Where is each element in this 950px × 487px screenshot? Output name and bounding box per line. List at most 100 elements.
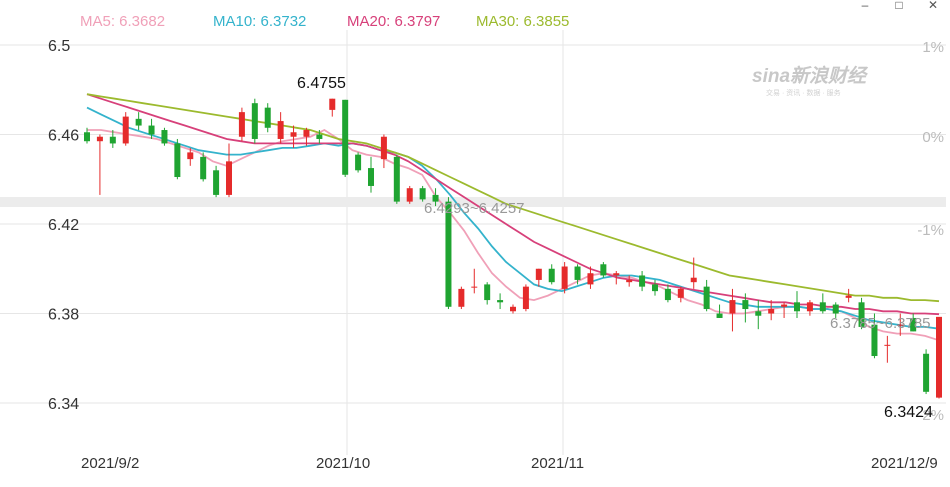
pct-tick-label: -1% (917, 222, 944, 239)
candle-body (368, 168, 374, 186)
candle (290, 125, 297, 148)
candle-body (690, 277, 697, 283)
candle-body (897, 324, 904, 326)
candle (510, 304, 516, 314)
candle (303, 127, 310, 146)
x-tick-label: 2021/12/9 (871, 455, 938, 472)
candle-body (910, 317, 917, 332)
candle-body (652, 284, 658, 292)
candle (329, 98, 336, 117)
candle-body (458, 288, 465, 307)
candle (716, 304, 723, 318)
candle (471, 268, 478, 294)
candle-body (213, 170, 220, 195)
candle (806, 300, 813, 316)
candle-body (600, 264, 607, 276)
candle (226, 143, 232, 198)
candle-body (135, 118, 142, 126)
candle-body (613, 273, 620, 276)
chart-annotation: 6.4293~6.4257 (424, 200, 525, 217)
y-tick-label: 6.42 (48, 217, 79, 234)
candle-body (406, 188, 413, 202)
candle-body (535, 268, 542, 280)
chart-annotation: 6.3785~6.3785 (830, 315, 931, 332)
candle-body (251, 103, 258, 139)
candle-body (884, 344, 891, 346)
candle (677, 286, 684, 303)
candle (135, 112, 142, 131)
candle-body (161, 130, 168, 144)
candle-body (419, 188, 426, 200)
maximize-icon[interactable]: □ (895, 0, 903, 12)
candle (690, 257, 697, 289)
close-icon[interactable]: ✕ (927, 0, 939, 12)
candle (664, 284, 671, 303)
candle (548, 264, 555, 285)
x-tick-label: 2021/9/2 (81, 455, 139, 472)
candle-body (858, 302, 865, 327)
candle-body (923, 353, 930, 392)
clipped-legend-strip (0, 470, 950, 487)
candle (368, 156, 374, 193)
candle-body (290, 132, 297, 137)
sina-logo: sina新浪财经 (752, 65, 869, 87)
candle-body (355, 154, 362, 171)
candle (458, 286, 465, 310)
chart-annotation: 6.4755 (297, 75, 346, 92)
candle (910, 313, 917, 332)
candle (832, 302, 839, 318)
ma-line-ma10 (86, 106, 940, 330)
candle (742, 293, 749, 323)
candle-body (174, 143, 181, 178)
candle (535, 268, 542, 287)
candle-body (729, 300, 736, 314)
candle-body (677, 288, 684, 298)
candle-body (393, 156, 400, 202)
candle-body (819, 302, 826, 312)
candle (574, 264, 581, 285)
y-axis: 6.5 6.46 6.42 6.38 6.34 (48, 38, 79, 413)
annotations: 6.4755 6.3424 6.4293~6.4257 6.3785~6.3785 (297, 75, 933, 421)
candle-body (742, 300, 749, 310)
candle (923, 349, 930, 395)
legend-ma30: MA30: 6.3855 (476, 13, 570, 30)
candle-body (768, 309, 775, 314)
candle (587, 266, 594, 289)
y-tick-label: 6.38 (48, 307, 79, 324)
candle-body (484, 284, 491, 301)
candle-body (845, 295, 852, 298)
candle-body (380, 136, 387, 160)
sina-tagline: 交易 · 资讯 · 数据 · 服务 (766, 88, 841, 97)
candle-body (936, 316, 942, 398)
candle-body (574, 266, 581, 280)
candle (626, 275, 633, 287)
candle (845, 288, 852, 303)
candle-body (122, 116, 129, 144)
candle (200, 152, 207, 182)
candle (432, 188, 439, 207)
candle (393, 154, 400, 204)
candle (613, 270, 620, 285)
candle-body (471, 286, 478, 288)
candle-body (548, 268, 555, 283)
candle (96, 134, 103, 195)
minimize-icon[interactable]: – (861, 0, 869, 12)
candle-body (342, 99, 349, 175)
candle (936, 316, 942, 399)
candle (109, 130, 116, 148)
candle-body (226, 161, 232, 195)
candle-body (871, 324, 878, 357)
candle-body (639, 275, 646, 287)
candle-body (755, 311, 762, 316)
candle-body (497, 300, 504, 303)
candle (419, 185, 426, 202)
candle (819, 293, 826, 314)
candle-body (303, 130, 310, 137)
candle-body (238, 112, 245, 137)
candle (755, 300, 762, 330)
candle-body (316, 134, 323, 139)
pct-tick-label: -2% (917, 407, 944, 424)
candles (84, 98, 942, 399)
candle-body (277, 121, 284, 139)
